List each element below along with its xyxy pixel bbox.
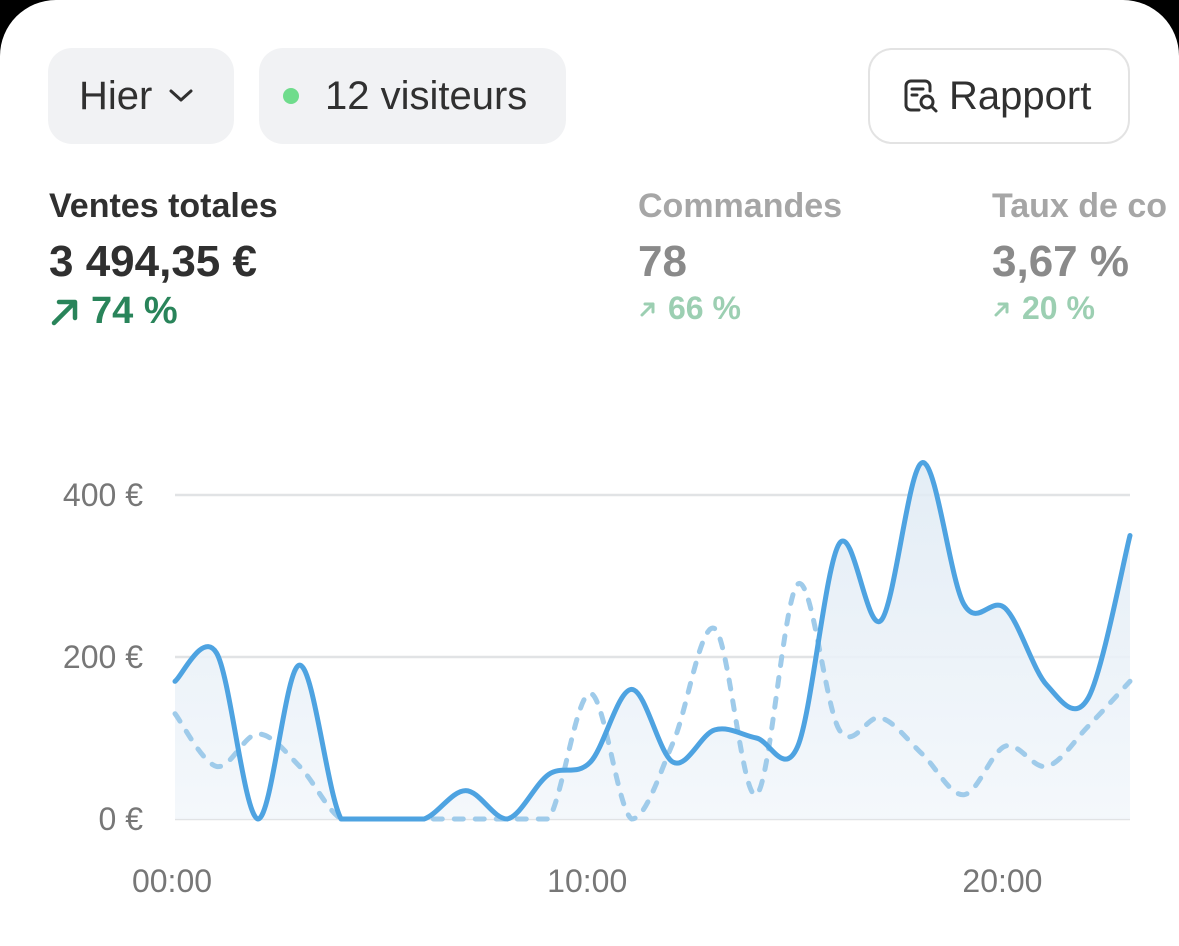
period-label: Hier xyxy=(79,73,153,118)
metric-delta: 74 % xyxy=(49,290,278,333)
live-status-dot xyxy=(283,88,299,104)
live-visitors-badge[interactable]: 12 visiteurs xyxy=(259,48,566,144)
metric-label: Taux de co xyxy=(992,187,1168,225)
metric-orders[interactable]: Commandes 78 66 % xyxy=(638,186,842,327)
metric-label: Ventes totales xyxy=(49,187,278,225)
metric-value: 3,67 % xyxy=(992,237,1129,286)
metric-value: 78 xyxy=(638,237,687,286)
metric-total-sales[interactable]: Ventes totales 3 494,35 € 74 % xyxy=(49,186,278,333)
metric-conversion-rate[interactable]: Taux de co 3,67 % 20 % xyxy=(992,186,1167,327)
arrow-up-right-icon xyxy=(994,302,1009,316)
metric-delta-value: 20 % xyxy=(1022,290,1095,326)
period-selector[interactable]: Hier xyxy=(48,48,234,144)
metric-value: 3 494,35 € xyxy=(49,237,257,286)
metric-delta-value: 66 % xyxy=(668,290,741,326)
metric-delta: 66 % xyxy=(638,290,842,327)
chevron-down-icon xyxy=(168,88,194,104)
sales-line-chart: 0 € 200 € 400 € 00:00 10:00 20:00 xyxy=(63,460,1133,899)
metric-delta-value: 74 % xyxy=(91,290,178,332)
x-tick-label: 20:00 xyxy=(962,863,1042,899)
report-search-icon xyxy=(904,79,938,113)
primary-series-area xyxy=(175,462,1130,819)
x-tick-label: 00:00 xyxy=(132,863,212,899)
y-tick-label: 200 € xyxy=(63,639,143,675)
visitors-count: 12 visiteurs xyxy=(325,73,528,118)
report-button-label: Rapport xyxy=(949,73,1092,118)
report-button[interactable]: Rapport xyxy=(868,48,1130,144)
x-tick-label: 10:00 xyxy=(547,863,627,899)
y-tick-label: 400 € xyxy=(63,477,143,513)
y-tick-label: 0 € xyxy=(99,801,144,837)
metric-label: Commandes xyxy=(638,187,843,225)
primary-series-line xyxy=(172,460,1133,822)
arrow-up-right-icon xyxy=(640,302,655,316)
metric-delta: 20 % xyxy=(992,290,1167,327)
arrow-up-right-icon xyxy=(51,299,78,325)
